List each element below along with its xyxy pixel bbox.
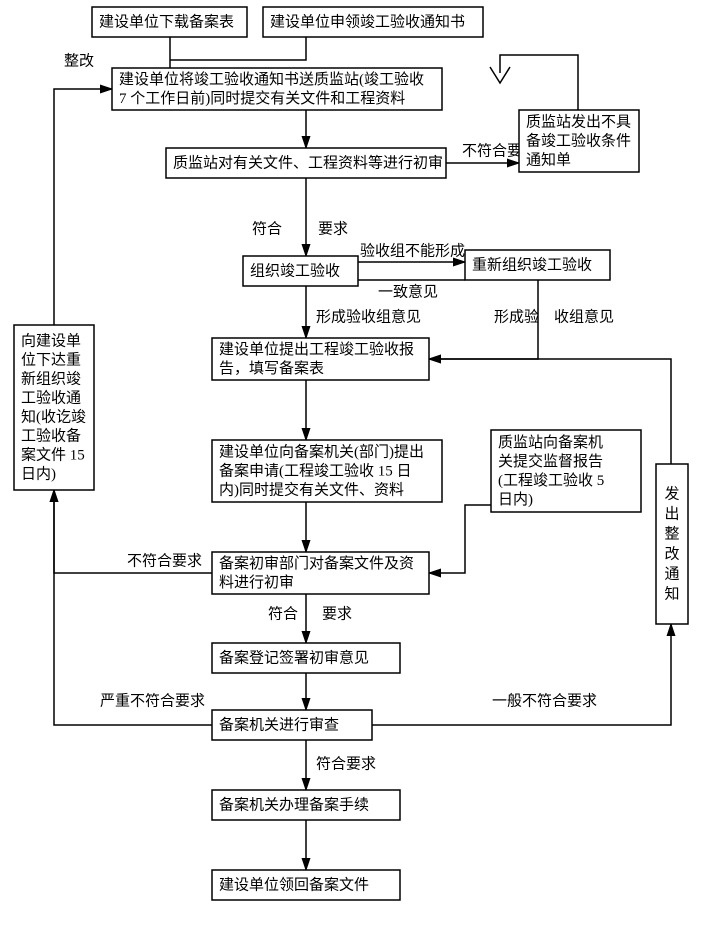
edge-e2	[170, 37, 306, 60]
node-text-n16-l2: 新组织竣	[21, 370, 81, 387]
node-text-n17-l1: 出	[664, 505, 679, 522]
edge-label-e19: 整改	[64, 52, 94, 69]
node-text-n10-l1: 关提交监督报告	[498, 452, 603, 470]
edge-label-e8: 形成验收组意见	[316, 307, 421, 325]
node-text-n15-l0: 建设单位领回备案文件	[219, 875, 369, 893]
edge-label-e9: 形成验	[494, 308, 539, 325]
edge-label2-e6: 要求	[318, 220, 348, 237]
node-text-n13-l0: 备案机关进行审查	[219, 715, 339, 733]
node-box-n16	[14, 325, 94, 490]
node-text-n9-l0: 建设单位向备案机关(部门)提出	[219, 442, 424, 460]
node-text-n5-l2: 通知单	[526, 151, 571, 168]
node-text-n17-l0: 发	[664, 485, 679, 502]
node-text-n12-l0: 备案登记签署初审意见	[219, 648, 369, 666]
edge-label2-e9: 收组意见	[554, 307, 614, 325]
node-text-n10-l0: 质监站向备案机	[498, 433, 603, 451]
edge-label-e17: 不符合要求	[127, 552, 202, 569]
edge-label-e18: 严重不符合要求	[100, 692, 205, 709]
node-text-n16-l3: 工验收通	[21, 389, 81, 406]
node-text-n16-l0: 向建设单	[21, 332, 81, 349]
node-text-n8-l0: 建设单位提出工程竣工验收报	[219, 341, 414, 358]
node-n17: 发出整改通知	[656, 464, 688, 624]
node-text-n5-l1: 备竣工验收条件	[526, 132, 631, 149]
node-n2: 建设单位申领竣工验收通知书	[263, 7, 483, 37]
node-text-n11-l1: 料进行初审	[219, 574, 294, 591]
node-text-n10-l3: 日内)	[498, 491, 533, 508]
node-n7: 重新组织竣工验收	[465, 250, 610, 280]
node-text-n4-l0: 质监站对有关文件、工程资料等进行初审	[173, 153, 443, 171]
node-n14: 备案机关办理备案手续	[212, 790, 400, 820]
node-n10: 质监站向备案机关提交监督报告 (工程竣工验收 5 日内)	[491, 430, 641, 512]
node-n3: 建设单位将竣工验收通知书送质监站(竣工验收7 个工作日前)同时提交有关文件和工程…	[112, 68, 442, 110]
node-n9: 建设单位向备案机关(部门)提出备案申请(工程竣工验收 15 日内)同时提交有关文…	[212, 440, 442, 502]
node-text-n3-l1: 7 个工作日前)同时提交有关文件和工程资料	[119, 89, 405, 107]
node-text-n16-l6: 案文件 15	[21, 445, 85, 463]
node-n1: 建设单位下载备案表	[92, 7, 247, 37]
node-n12: 备案登记签署初审意见	[212, 643, 400, 673]
edge-label-e20: 一般不符合要求	[492, 692, 597, 709]
node-text-n2-l0: 建设单位申领竣工验收通知书	[270, 13, 465, 30]
node-n4: 质监站对有关文件、工程资料等进行初审	[166, 148, 446, 178]
edge-e20	[372, 624, 671, 725]
node-text-n7-l0: 重新组织竣工验收	[472, 256, 592, 273]
node-text-n8-l1: 告，填写备案表	[219, 359, 324, 377]
node-text-n17-l3: 改	[664, 545, 679, 562]
node-text-n16-l7: 日内)	[21, 465, 56, 482]
node-n11: 备案初审部门对备案文件及资料进行初审	[212, 552, 429, 594]
node-text-n3-l0: 建设单位将竣工验收通知书送质监站(竣工验收	[119, 71, 424, 88]
node-text-n1-l0: 建设单位下载备案表	[99, 12, 234, 30]
node-text-n17-l5: 知	[664, 585, 679, 602]
edge-e19	[54, 89, 112, 325]
node-text-n14-l0: 备案机关办理备案手续	[219, 795, 369, 813]
node-text-n11-l0: 备案初审部门对备案文件及资	[219, 554, 414, 572]
edge-label-e6: 符合	[252, 220, 282, 237]
edge-e5	[500, 55, 578, 110]
node-n16: 向建设单位下达重新组织竣工验收通知(收讫竣工验收备案文件 15 日内)	[14, 325, 94, 490]
edge-label-e13: 符合	[268, 605, 298, 622]
node-text-n9-l2: 内)同时提交有关文件、资料	[219, 480, 404, 498]
node-text-n10-l2: (工程竣工验收 5	[498, 472, 604, 489]
edge-label2-e13: 要求	[322, 605, 352, 622]
node-n13: 备案机关进行审查	[212, 710, 372, 740]
edge-e18	[54, 490, 212, 725]
node-text-n6-l0: 组织竣工验收	[250, 262, 340, 279]
node-text-n16-l1: 位下达重	[21, 351, 81, 368]
edge-e12	[429, 505, 491, 573]
node-text-n16-l5: 工验收备	[21, 427, 81, 444]
node-n5: 质监站发出不具备竣工验收条件通知单	[519, 110, 639, 172]
node-n15: 建设单位领回备案文件	[212, 870, 400, 900]
node-text-n17-l2: 整	[664, 525, 679, 542]
node-text-n5-l0: 质监站发出不具	[526, 113, 631, 130]
node-n8: 建设单位提出工程竣工验收报告，填写备案表	[212, 338, 429, 380]
edge-label-e15: 符合要求	[316, 755, 376, 772]
node-n6: 组织竣工验收	[243, 256, 358, 286]
edge-label-e7: 验收组不能形成	[360, 242, 465, 259]
node-text-n9-l1: 备案申请(工程竣工验收 15 日	[219, 461, 412, 479]
edge-label-e71: 一致意见	[378, 282, 438, 300]
node-text-n16-l4: 知(收讫竣	[21, 408, 86, 425]
node-text-n17-l4: 通	[664, 565, 679, 582]
